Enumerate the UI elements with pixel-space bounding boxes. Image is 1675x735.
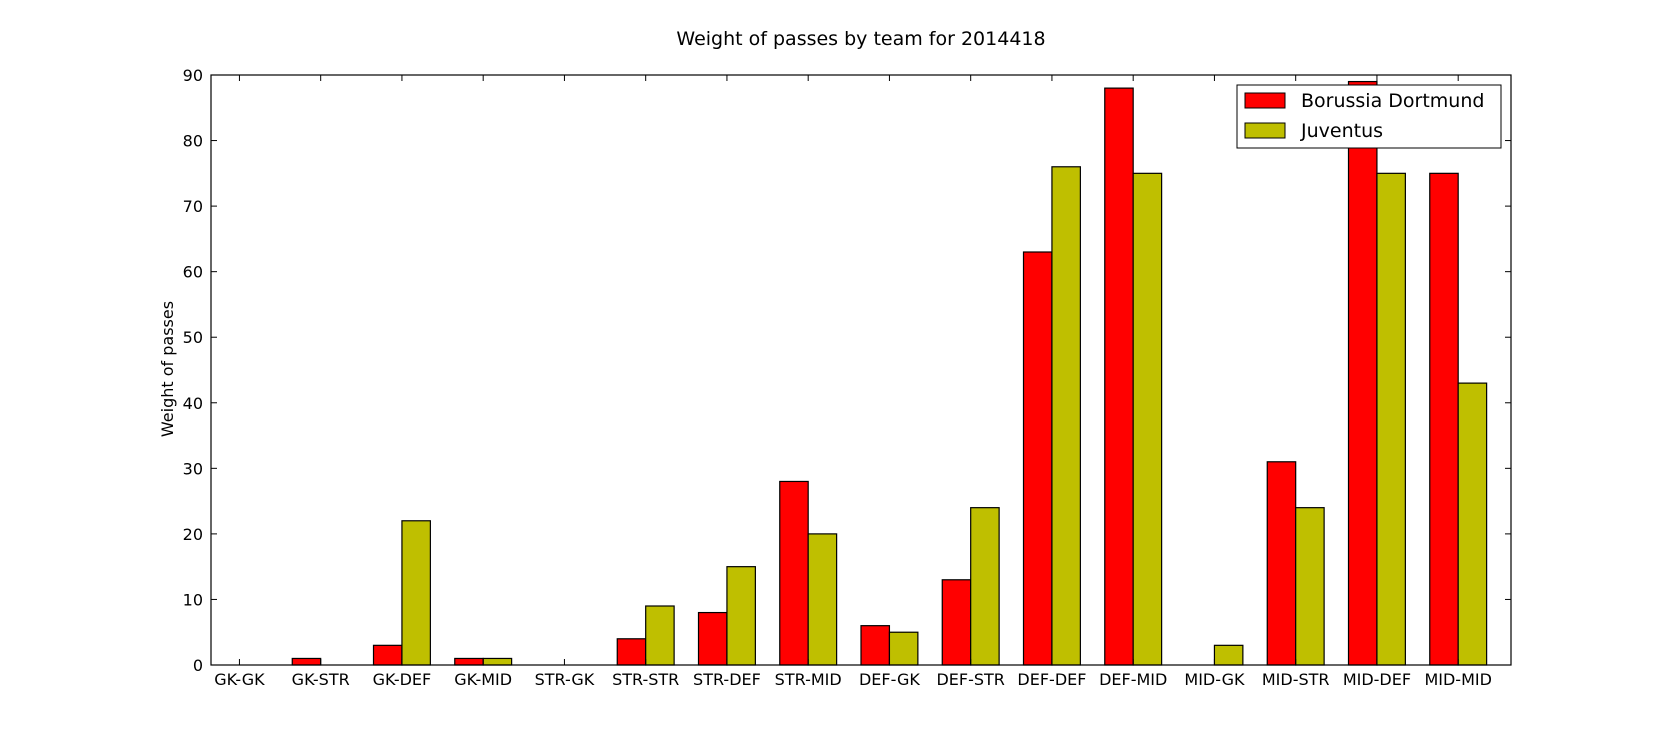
y-tick-label: 10 [183, 590, 203, 609]
x-tick-label: MID-GK [1184, 670, 1245, 689]
bar-borussia-dortmund-mid-def [1347, 80, 1378, 666]
bar-borussia-dortmund-str-def [697, 611, 728, 666]
legend-swatch-borussia-dortmund [1244, 92, 1286, 109]
x-tick-label: STR-STR [612, 670, 679, 689]
bar-borussia-dortmund-def-str [941, 579, 972, 666]
x-tick-label: STR-GK [535, 670, 595, 689]
x-tick-label: DEF-DEF [1017, 670, 1086, 689]
x-tick-label: DEF-STR [936, 670, 1004, 689]
x-tick-label: GK-MID [454, 670, 512, 689]
y-tick-label: 50 [183, 328, 203, 347]
bar-juventus-def-mid [1132, 172, 1163, 666]
bar-borussia-dortmund-gk-mid [454, 657, 484, 666]
bar-borussia-dortmund-gk-str [291, 657, 322, 666]
plot-frame [210, 74, 1512, 666]
bar-borussia-dortmund-mid-str [1266, 461, 1297, 666]
x-tick-label: GK-DEF [373, 670, 432, 689]
bar-juventus-def-def [1051, 166, 1081, 666]
legend-swatch-juventus [1244, 122, 1286, 139]
y-tick-label: 0 [193, 656, 203, 675]
y-axis-label: Weight of passes [158, 301, 177, 437]
bar-juventus-gk-mid [482, 657, 513, 666]
x-tick-label: DEF-GK [859, 670, 920, 689]
legend: Borussia Dortmund Juventus [1236, 84, 1502, 149]
bar-juventus-mid-str [1295, 507, 1325, 666]
bar-juventus-mid-def [1376, 172, 1406, 666]
y-tick-label: 70 [183, 197, 203, 216]
chart-title: Weight of passes by team for 2014418 [676, 28, 1045, 50]
bar-juventus-str-def [726, 566, 756, 666]
y-tick-label: 30 [183, 459, 203, 478]
y-tick-label: 80 [183, 132, 203, 151]
bar-borussia-dortmund-def-gk [860, 625, 891, 666]
bar-borussia-dortmund-str-str [616, 638, 647, 666]
bar-borussia-dortmund-def-def [1022, 251, 1053, 666]
x-tick-label: GK-GK [214, 670, 265, 689]
bar-borussia-dortmund-str-mid [779, 480, 809, 666]
bar-borussia-dortmund-def-mid [1104, 87, 1134, 666]
bar-juventus-def-str [970, 507, 1000, 666]
bar-borussia-dortmund-gk-def [372, 644, 403, 666]
x-tick-label: MID-MID [1424, 670, 1491, 689]
bar-juventus-str-mid [807, 533, 838, 666]
y-tick-label: 20 [183, 525, 203, 544]
y-tick-label: 90 [183, 66, 203, 85]
bar-juventus-mid-gk [1213, 644, 1244, 666]
x-tick-label: DEF-MID [1099, 670, 1167, 689]
bar-juventus-mid-mid [1457, 382, 1488, 666]
bar-juventus-def-gk [888, 631, 919, 666]
ticks-layer: 0 10 20 30 40 50 60 70 80 90 GK-GK GK-STR GK-DEF GK-M… [183, 66, 1511, 689]
legend-label-juventus: Juventus [1300, 120, 1383, 142]
bar-juventus-gk-def [401, 520, 431, 666]
bar-borussia-dortmund-mid-mid [1429, 172, 1459, 666]
x-tick-label: STR-DEF [693, 670, 761, 689]
y-tick-label: 60 [183, 263, 203, 282]
legend-label-borussia-dortmund: Borussia Dortmund [1301, 90, 1484, 112]
x-tick-label: GK-STR [292, 670, 350, 689]
x-tick-label: MID-DEF [1343, 670, 1411, 689]
y-tick-label: 40 [183, 394, 203, 413]
bar-juventus-str-str [645, 605, 675, 666]
x-tick-label: MID-STR [1262, 670, 1330, 689]
x-tick-label: STR-MID [775, 670, 842, 689]
bars-layer [291, 80, 1488, 666]
